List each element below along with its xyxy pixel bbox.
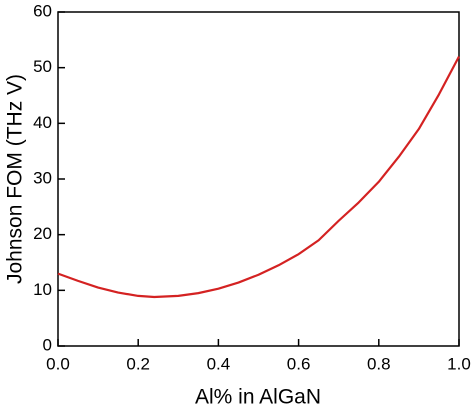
x-tick-label: 0.4 [207, 354, 231, 373]
plot-frame [57, 11, 460, 347]
x-axis-label: Al% in AlGaN [195, 386, 321, 409]
y-tick-label: 0 [43, 335, 52, 354]
y-tick-label: 40 [33, 113, 52, 132]
y-tick-label: 50 [33, 57, 52, 76]
y-tick-label: 10 [33, 280, 52, 299]
x-tick-label: 0.2 [126, 354, 150, 373]
x-tick-label: 0.8 [367, 354, 391, 373]
x-tick-label: 1.0 [447, 354, 471, 373]
y-tick-label: 20 [33, 224, 52, 243]
curve [57, 56, 460, 299]
y-tick-label: 60 [33, 1, 52, 20]
x-tick-label: 0.6 [287, 354, 311, 373]
y-tick-label: 30 [33, 168, 52, 187]
x-tick-label: 0.0 [46, 354, 70, 373]
y-axis-label: Johnson FOM (THz V) [4, 74, 27, 284]
